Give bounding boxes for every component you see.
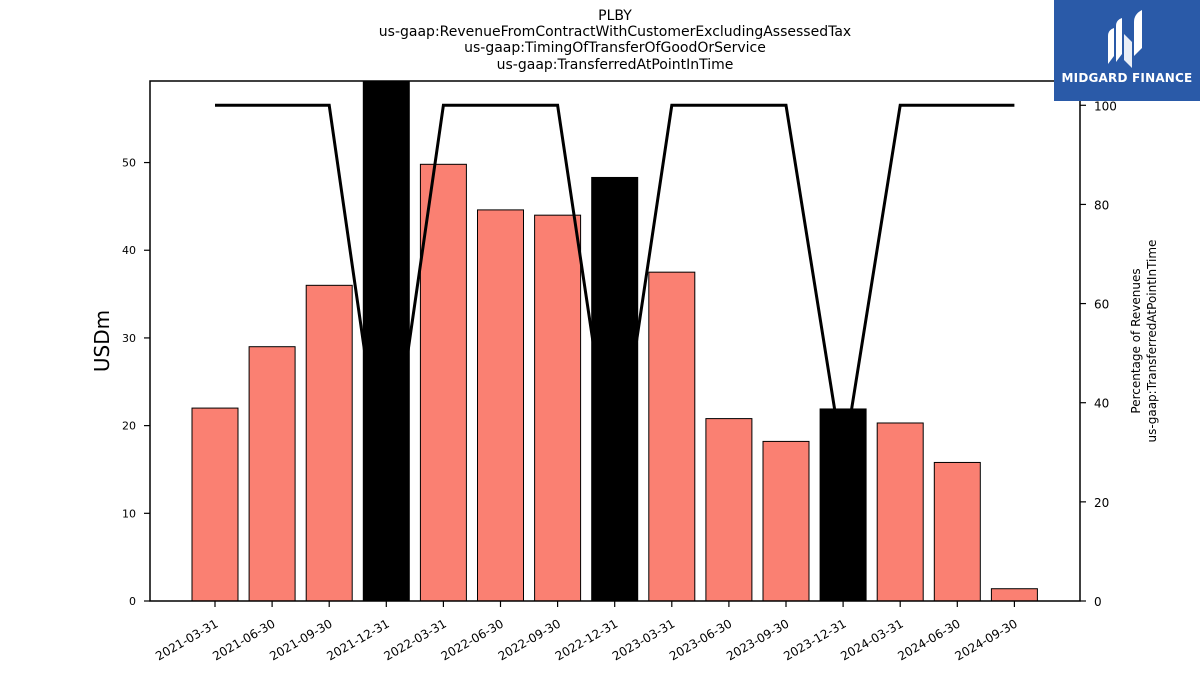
bar <box>819 408 867 602</box>
y-tick-label: 40 <box>122 244 136 257</box>
x-tick-label: 2023-09-30 <box>724 616 791 663</box>
bar <box>191 407 239 602</box>
y2-tick-label: 0 <box>1094 595 1102 609</box>
x-tick-label: 2024-06-30 <box>895 616 962 663</box>
x-axis: 2021-03-312021-06-302021-09-302021-12-31… <box>153 601 1020 663</box>
x-tick-label: 2022-06-30 <box>439 616 506 663</box>
y2-tick-label: 80 <box>1094 198 1109 212</box>
y-tick-label: 10 <box>122 507 136 520</box>
title-line: us-gaap:TimingOfTransferOfGoodOrService <box>464 40 766 56</box>
chart-title: PLBY us-gaap:RevenueFromContractWithCust… <box>379 8 851 73</box>
x-tick-label: 2022-03-31 <box>381 616 448 663</box>
percentage-line <box>215 103 1015 503</box>
y-axis-label: USDm <box>90 310 114 372</box>
x-tick-label: 2023-12-31 <box>781 616 848 663</box>
x-tick-label: 2022-09-30 <box>496 616 563 663</box>
bar <box>362 80 410 602</box>
title-line: us-gaap:TransferredAtPointInTime <box>497 57 734 73</box>
line-series <box>215 103 1015 503</box>
y2-tick-label: 40 <box>1094 397 1109 411</box>
bar <box>534 214 582 602</box>
bar <box>933 461 981 602</box>
y2-tick-label: 100 <box>1094 99 1117 113</box>
bar <box>648 271 696 602</box>
y-tick-label: 30 <box>122 332 136 345</box>
midgard-logo-icon <box>1108 10 1142 68</box>
bar <box>477 209 524 602</box>
bar <box>876 422 924 602</box>
x-tick-label: 2021-06-30 <box>210 616 277 663</box>
bar <box>248 346 296 602</box>
y-tick-label: 50 <box>122 157 136 170</box>
x-tick-label: 2021-12-31 <box>324 616 391 663</box>
brand-logo: MIDGARD FINANCE <box>1054 0 1200 101</box>
x-tick-label: 2022-12-31 <box>553 616 620 663</box>
bar <box>705 418 753 602</box>
y2-axis-label: Percentage of Revenues <box>1129 268 1143 413</box>
y2-tick-label: 20 <box>1094 496 1109 510</box>
bar <box>762 440 810 602</box>
x-tick-label: 2023-03-31 <box>610 616 677 663</box>
bar <box>419 163 467 602</box>
bar <box>990 588 1038 602</box>
left-axis: 0 10 20 30 40 50 <box>122 157 150 608</box>
bar <box>305 284 353 602</box>
y-tick-label: 20 <box>122 420 136 433</box>
y-tick-label: 0 <box>129 595 136 608</box>
x-tick-label: 2024-03-31 <box>838 616 905 663</box>
x-tick-label: 2023-06-30 <box>667 616 734 663</box>
x-tick-label: 2021-09-30 <box>267 616 334 663</box>
title-line: us-gaap:RevenueFromContractWithCustomerE… <box>379 24 851 40</box>
y2-tick-label: 60 <box>1094 298 1109 312</box>
title-line: PLBY <box>598 8 632 24</box>
x-tick-label: 2021-03-31 <box>153 616 220 663</box>
x-tick-label: 2024-09-30 <box>952 616 1019 663</box>
y2-axis-label: us-gaap:TransferredAtPointInTime <box>1145 240 1159 443</box>
right-axis: 0 20 40 60 80 100 <box>1080 99 1117 609</box>
brand-name: MIDGARD FINANCE <box>1061 71 1193 85</box>
bar-series <box>191 80 1038 602</box>
